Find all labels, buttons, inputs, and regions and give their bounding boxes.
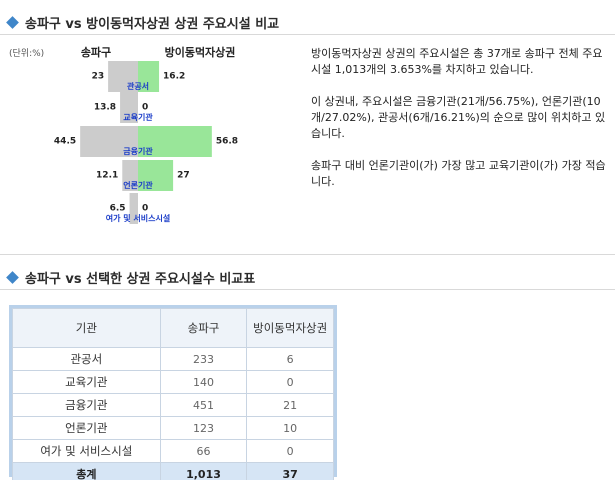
data-label-district: 16.2: [163, 72, 185, 82]
table-cell-category: 관공서: [12, 347, 161, 371]
table-cell-songpa: 140: [159, 370, 248, 394]
section-title-facility-comparison: 송파구 vs 방이동먹자상권 상권 주요시설 비교: [6, 13, 279, 32]
table-cell-songpa: 451: [159, 393, 248, 417]
column-header-songpa: 송파구: [159, 308, 248, 348]
description-paragraph: 송파구 대비 언론기관이(가) 가장 많고 교육기관이(가) 가장 적습니다.: [311, 159, 606, 188]
category-label: 관공서: [127, 81, 149, 91]
description-paragraph: 방이동먹자상권 상권의 주요시설은 총 37개로 송파구 전체 주요시설 1,0…: [311, 47, 603, 76]
bar-songpa: [120, 92, 138, 123]
section-title-text: 송파구 vs 선택한 상권 주요시설수 비교표: [25, 272, 256, 287]
data-label-district: 0: [142, 204, 148, 214]
divider: [0, 289, 615, 290]
bar-district: [138, 126, 212, 157]
bar-songpa: [108, 61, 138, 92]
table-cell-district: 6: [246, 347, 334, 371]
category-label: 언론기관: [123, 180, 153, 190]
table-cell-category: 교육기관: [12, 370, 161, 394]
divider: [0, 254, 615, 255]
bar-district: [138, 160, 174, 191]
data-label-songpa: 44.5: [54, 137, 76, 147]
chart-unit-label: (단위:%): [9, 48, 44, 59]
table-row: 언론기관 123 10: [12, 416, 334, 440]
table-row: 여가 및 서비스시설 66 0: [12, 439, 334, 463]
divider: [0, 34, 615, 35]
description-paragraph: 이 상권내, 주요시설은 금융기관(21개/56.75%), 언론기관(10개/…: [311, 95, 606, 140]
table-row: 금융기관 451 21: [12, 393, 334, 417]
data-label-district: 56.8: [216, 137, 238, 147]
table-cell-district: 0: [246, 439, 334, 463]
legend-label-songpa: 송파구: [81, 45, 111, 59]
table-cell-songpa: 66: [159, 439, 248, 463]
facility-count-table: 기관 송파구 방이동먹자상권 관공서 233 6 교육기관 140 0 금융기관…: [12, 308, 334, 480]
chart-description: 방이동먹자상권 상권의 주요시설은 총 37개로 송파구 전체 주요시설 1,0…: [311, 46, 609, 206]
table-total-row: 총계 1,013 37: [12, 462, 334, 480]
data-label-district: 0: [142, 103, 148, 113]
table-cell-total-songpa: 1,013: [159, 462, 248, 480]
bar-songpa: [129, 193, 138, 224]
data-label-district: 27: [177, 171, 190, 181]
table-cell-category: 언론기관: [12, 416, 161, 440]
table-row: 관공서 233 6: [12, 347, 334, 371]
data-label-songpa: 6.5: [110, 204, 126, 214]
table-cell-total-district: 37: [246, 462, 334, 480]
table-cell-category: 여가 및 서비스시설: [12, 439, 161, 463]
bar-songpa: [80, 126, 138, 157]
bar-songpa: [122, 160, 138, 191]
data-label-songpa: 23: [92, 72, 105, 82]
table-cell-district: 21: [246, 393, 334, 417]
section-title-facility-count-table: 송파구 vs 선택한 상권 주요시설수 비교표: [6, 268, 255, 287]
column-header-facility: 기관: [12, 308, 161, 348]
table-cell-district: 10: [246, 416, 334, 440]
data-label-songpa: 13.8: [94, 103, 116, 113]
diamond-bullet-icon: [6, 16, 19, 29]
category-label: 여가 및 서비스시설: [106, 213, 170, 223]
legend-label-district: 방이동먹자상권: [165, 45, 236, 59]
bar-district: [138, 61, 160, 92]
data-label-songpa: 12.1: [96, 171, 118, 181]
facility-count-table-container: 기관 송파구 방이동먹자상권 관공서 233 6 교육기관 140 0 금융기관…: [9, 305, 337, 480]
table-cell-total-label: 총계: [12, 462, 161, 480]
table-row: 교육기관 140 0: [12, 370, 334, 394]
section-title-text: 송파구 vs 방이동먹자상권 상권 주요시설 비교: [25, 17, 280, 32]
diamond-bullet-icon: [6, 271, 19, 284]
table-cell-district: 0: [246, 370, 334, 394]
category-label: 교육기관: [123, 112, 153, 122]
column-header-district: 방이동먹자상권: [246, 308, 334, 348]
table-cell-category: 금융기관: [12, 393, 161, 417]
table-cell-songpa: 233: [159, 347, 248, 371]
table-header-row: 기관 송파구 방이동먹자상권: [12, 308, 334, 348]
category-label: 금융기관: [123, 146, 153, 156]
table-cell-songpa: 123: [159, 416, 248, 440]
